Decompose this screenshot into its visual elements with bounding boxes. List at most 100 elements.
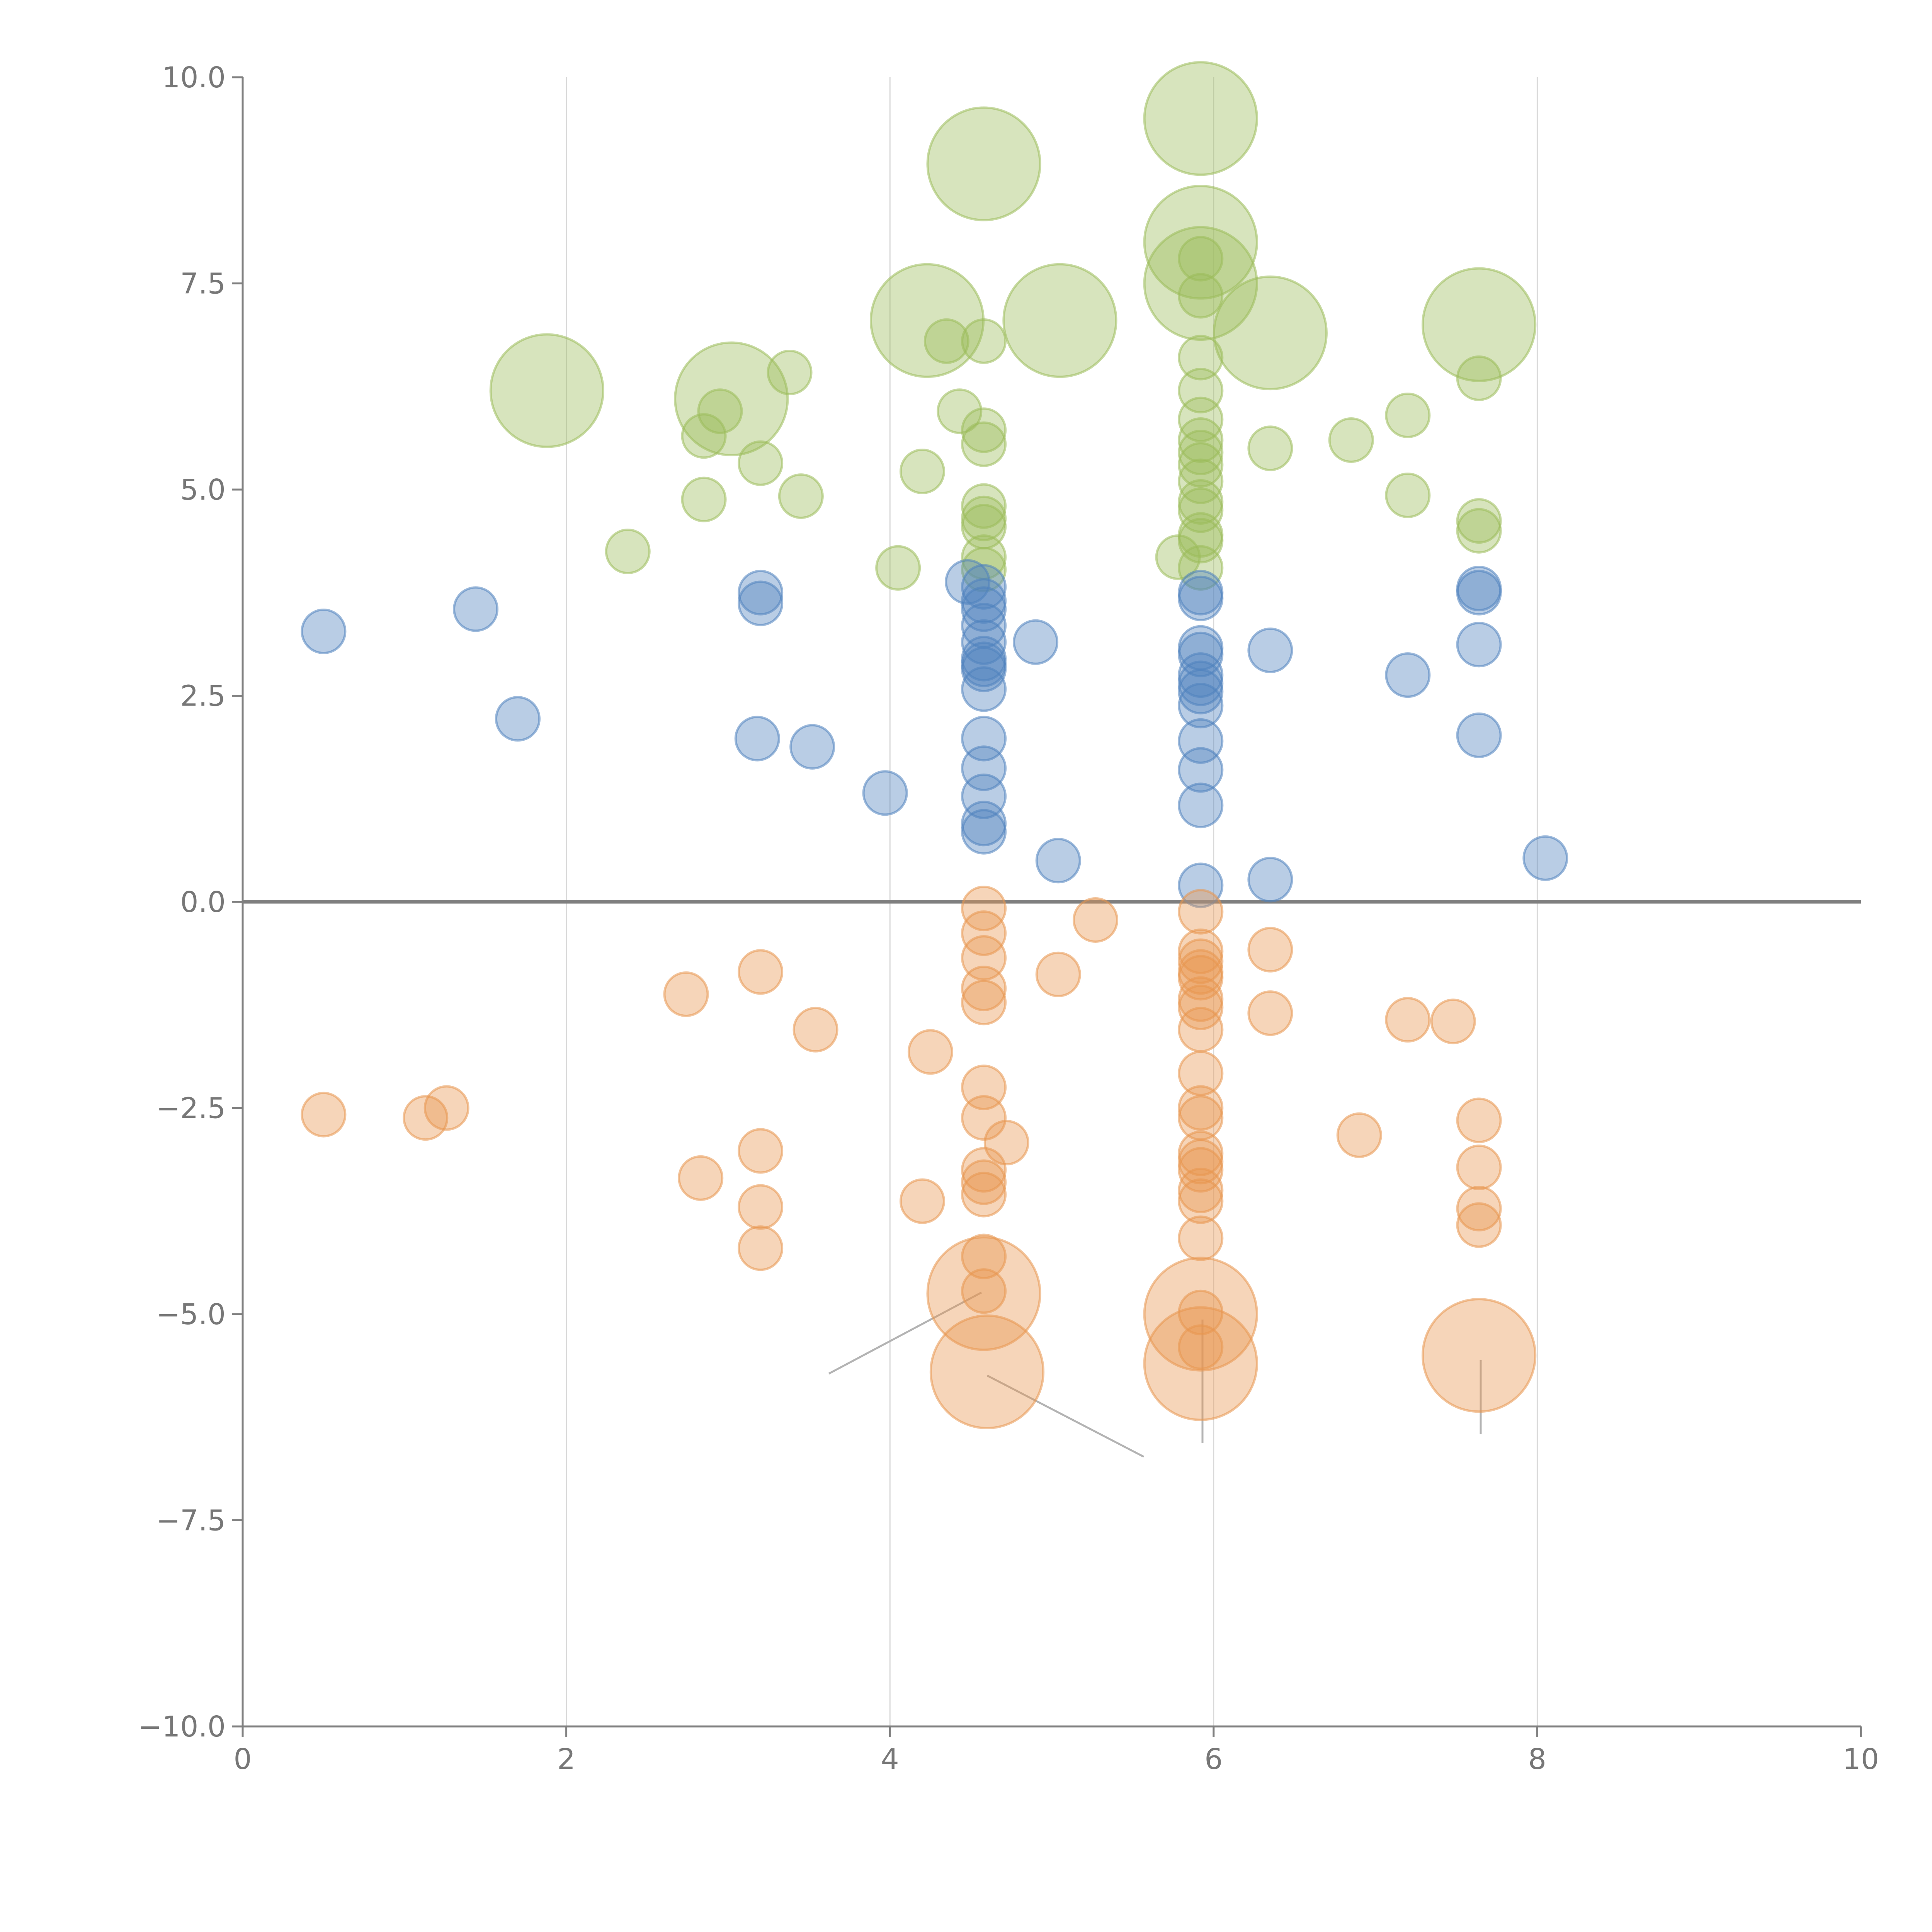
data-point-orange: [738, 1225, 784, 1271]
data-point-green: [738, 440, 784, 486]
data-point-orange: [1178, 889, 1224, 935]
data-point-blue: [301, 609, 347, 655]
data-point-green: [1456, 498, 1502, 544]
data-point-orange: [961, 1147, 1007, 1193]
data-point-blue: [1013, 619, 1059, 665]
data-point-green: [681, 413, 727, 459]
data-point-orange: [961, 1233, 1007, 1279]
data-point-green: [1002, 263, 1117, 378]
data-point-orange: [1456, 1145, 1502, 1190]
data-point-blue: [738, 580, 784, 626]
data-point-blue: [1178, 862, 1224, 908]
data-point-orange: [983, 1120, 1029, 1166]
data-point-orange: [1178, 938, 1224, 984]
x-tick-label: 2: [557, 1743, 575, 1776]
data-point-green: [961, 318, 1007, 364]
data-point-green: [1155, 534, 1201, 580]
series-green: [489, 61, 1537, 592]
data-point-orange: [1456, 1097, 1502, 1143]
x-tick-label: 8: [1528, 1743, 1546, 1776]
data-point-green: [1143, 185, 1258, 300]
data-point-green: [869, 263, 985, 378]
data-point-blue: [453, 586, 499, 632]
y-tick-label: −7.5: [156, 1504, 226, 1537]
data-point-green: [1178, 442, 1224, 488]
data-point-green: [767, 349, 813, 395]
data-point-orange: [663, 971, 709, 1017]
data-point-blue: [1178, 782, 1224, 828]
data-point-orange: [1178, 1085, 1224, 1131]
data-point-orange: [1073, 897, 1119, 943]
data-point-green: [1143, 226, 1258, 341]
data-point-orange: [961, 1172, 1007, 1218]
data-point-blue: [1178, 683, 1224, 729]
data-point-blue: [961, 809, 1007, 855]
y-tick-label: −2.5: [156, 1092, 226, 1125]
data-point-orange: [403, 1095, 449, 1141]
data-point-blue: [961, 773, 1007, 819]
data-point-blue: [945, 559, 991, 605]
x-tick-label: 6: [1204, 1743, 1223, 1776]
data-point-orange: [899, 1178, 945, 1224]
data-point-green: [489, 333, 604, 448]
series-orange: [301, 886, 1537, 1429]
data-point-blue: [1178, 575, 1224, 621]
data-point-orange: [1143, 1306, 1258, 1421]
data-point-blue: [1385, 652, 1431, 698]
data-point-orange: [961, 1159, 1007, 1205]
data-point-green: [899, 449, 945, 495]
bubbles: [301, 61, 1568, 1429]
data-point-blue: [1456, 570, 1502, 616]
data-point-green: [937, 388, 983, 434]
data-point-green: [1456, 355, 1502, 401]
data-point-orange: [1430, 998, 1476, 1044]
data-point-blue: [738, 570, 784, 616]
data-point-orange: [961, 980, 1007, 1026]
data-point-green: [1385, 392, 1431, 438]
data-point-green: [1422, 267, 1537, 382]
data-point-blue: [1178, 747, 1224, 793]
data-point-green: [674, 341, 789, 456]
data-point-blue: [961, 666, 1007, 712]
data-point-orange: [1247, 990, 1293, 1036]
data-point-orange: [907, 1029, 953, 1075]
data-point-green: [961, 421, 1007, 467]
data-point-orange: [1143, 1257, 1258, 1372]
data-point-orange: [1247, 927, 1293, 973]
y-tick-label: 5.0: [180, 473, 226, 507]
data-point-orange: [1422, 1298, 1537, 1413]
data-point-blue: [961, 745, 1007, 791]
data-point-orange: [738, 1184, 784, 1230]
data-point-orange: [961, 966, 1007, 1012]
data-point-blue: [495, 696, 541, 742]
data-point-blue: [1178, 668, 1224, 714]
data-point-blue: [1522, 835, 1568, 881]
data-point-green: [923, 318, 969, 364]
data-point-orange: [1178, 1215, 1224, 1261]
series-blue: [301, 559, 1568, 908]
data-point-green: [697, 388, 743, 434]
data-point-orange: [793, 1007, 838, 1053]
data-point-green: [1456, 508, 1502, 554]
annotation-leader-lines: [828, 1291, 1482, 1458]
data-point-orange: [929, 1314, 1045, 1429]
data-point-orange: [1385, 997, 1431, 1043]
data-point-orange: [961, 1095, 1007, 1141]
data-point-orange: [678, 1155, 724, 1201]
data-point-green: [926, 106, 1041, 221]
y-tick-label: 7.5: [180, 267, 226, 301]
data-point-blue: [961, 586, 1007, 632]
data-point-green: [875, 545, 921, 591]
data-point-blue: [1456, 712, 1502, 758]
data-point-green: [681, 476, 727, 522]
data-point-orange: [961, 886, 1007, 932]
data-point-orange: [738, 949, 784, 995]
leader-line: [828, 1291, 982, 1375]
data-point-blue: [961, 646, 1007, 692]
data-point-orange: [738, 1128, 784, 1174]
data-point-blue: [862, 770, 908, 816]
data-point-green: [1178, 236, 1224, 282]
data-point-orange: [301, 1092, 347, 1138]
data-point-green: [1178, 518, 1224, 564]
